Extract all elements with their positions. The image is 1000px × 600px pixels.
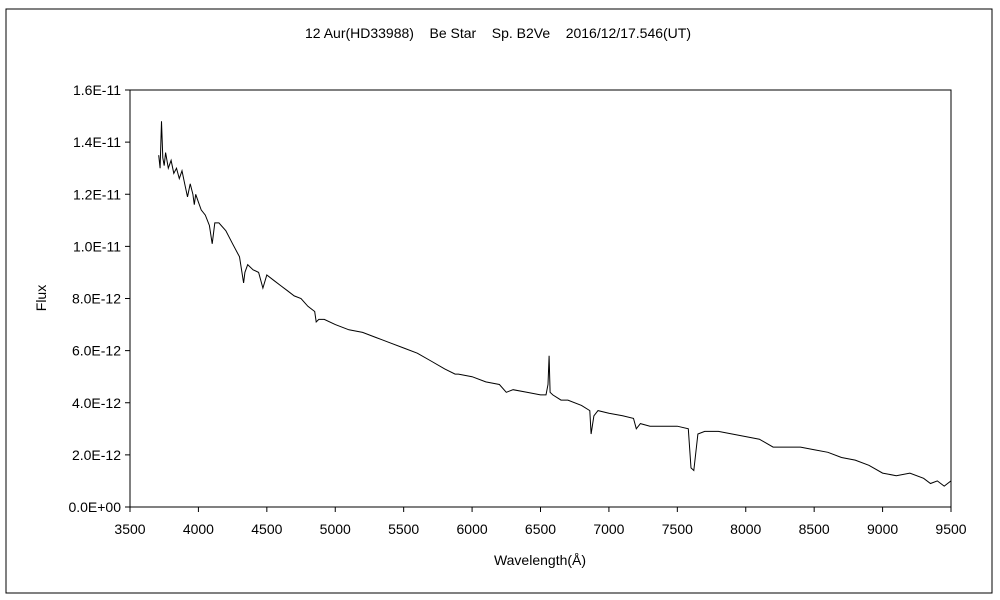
x-tick-label: 6500 (525, 521, 556, 537)
x-axis-label: Wavelength(Å) (494, 552, 586, 568)
plot-area (129, 89, 952, 508)
x-axis-ticks: 3500 4000 4500 5000 5500 6000 6500 7000 7500 8000… (114, 507, 967, 537)
x-tick-label: 5000 (320, 521, 351, 537)
x-tick-label: 5500 (388, 521, 419, 537)
y-tick-label: 0.0E+00 (68, 499, 121, 515)
x-tick-label: 4500 (251, 521, 282, 537)
y-tick-label: 8.0E-12 (72, 291, 121, 307)
x-tick-label: 7000 (593, 521, 624, 537)
y-tick-label: 6.0E-12 (72, 343, 121, 359)
x-tick-label: 7500 (662, 521, 693, 537)
y-tick-label: 2.0E-12 (72, 447, 121, 463)
x-tick-label: 9500 (935, 521, 966, 537)
y-tick-label: 1.2E-11 (73, 186, 121, 202)
x-tick-label: 4000 (183, 521, 214, 537)
x-tick-label: 6000 (457, 521, 488, 537)
x-tick-label: 8500 (799, 521, 830, 537)
y-axis-ticks: 0.0E+00 2.0E-12 4.0E-12 6.0E-12 8.0E-12 1.0E-… (68, 82, 130, 515)
x-tick-label: 8000 (730, 521, 761, 537)
y-tick-label: 1.6E-11 (73, 82, 121, 98)
y-tick-label: 1.0E-11 (73, 238, 121, 254)
x-tick-label: 3500 (114, 521, 145, 537)
x-tick-label: 9000 (867, 521, 898, 537)
y-axis-label: Flux (33, 285, 49, 311)
y-tick-label: 1.4E-11 (73, 134, 121, 150)
spectrum-series-line (158, 121, 952, 487)
chart-title: 12 Aur(HD33988) Be Star Sp. B2Ve 2016/12… (305, 25, 691, 41)
y-tick-label: 4.0E-12 (72, 395, 121, 411)
